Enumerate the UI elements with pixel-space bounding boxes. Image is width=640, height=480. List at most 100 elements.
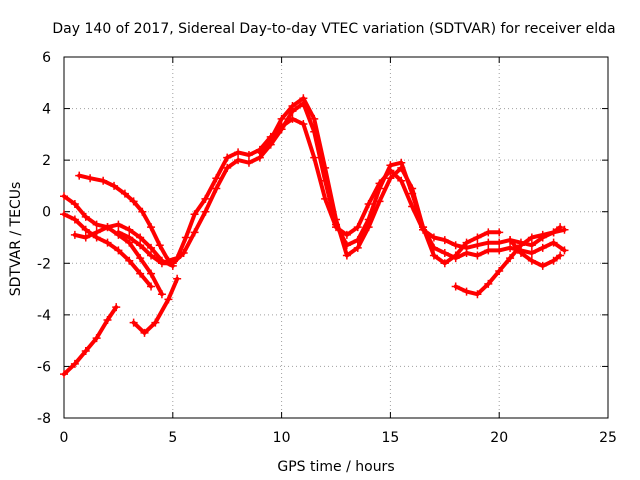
data-point-marker [60, 192, 68, 201]
y-tick-label: 4 [42, 102, 51, 118]
axis-ticks [63, 56, 609, 419]
data-point-marker [125, 233, 134, 242]
data-point-marker [375, 184, 384, 193]
data-point-marker [136, 254, 145, 263]
data-point-marker [429, 233, 438, 242]
data-point-marker [70, 359, 79, 368]
data-point-marker [114, 246, 123, 255]
data-point-marker [495, 246, 504, 255]
data-point-marker [277, 114, 286, 123]
data-point-marker [99, 176, 108, 185]
data-point-marker [321, 163, 330, 172]
data-point-marker [484, 279, 493, 288]
data-point-marker [527, 233, 536, 242]
data-point-marker [266, 135, 275, 144]
data-point-marker [451, 282, 460, 291]
data-point-marker [506, 236, 515, 245]
data-point-marker [136, 269, 145, 278]
data-point-marker [92, 334, 101, 343]
data-point-marker [440, 248, 449, 257]
data-point-marker [473, 233, 482, 242]
data-point-marker [81, 233, 90, 242]
data-point-marker [60, 370, 68, 379]
data-point-marker [451, 241, 460, 250]
y-tick-label: 2 [42, 153, 51, 169]
series-track-5 [72, 222, 175, 268]
data-point-marker [527, 248, 536, 257]
data-point-marker [342, 230, 351, 239]
data-point-marker [81, 346, 90, 355]
data-point-marker [451, 251, 460, 260]
data-point-marker [484, 238, 493, 247]
data-point-marker [440, 236, 449, 245]
data-point-marker [164, 295, 173, 304]
data-point-marker [484, 228, 493, 237]
data-point-marker [429, 251, 438, 260]
data-point-marker [288, 101, 297, 110]
data-point-marker [277, 125, 286, 134]
x-tick-label: 10 [273, 430, 291, 446]
data-point-marker [473, 290, 482, 299]
data-point-marker [556, 251, 565, 260]
data-point-marker [147, 282, 156, 291]
y-tick-labels: -8 -6 -4 -2 0 2 4 6 [37, 50, 51, 427]
data-point-marker [310, 153, 319, 162]
data-point-marker [151, 318, 160, 327]
data-point-marker [397, 176, 406, 185]
series-track-1 [62, 305, 119, 377]
data-point-marker [538, 243, 547, 252]
data-point-marker [110, 181, 119, 190]
data-point-marker [364, 199, 373, 208]
data-point-marker [168, 259, 177, 268]
data-series [60, 94, 569, 379]
data-point-marker [140, 328, 149, 337]
data-point-marker [506, 254, 515, 263]
data-point-marker [386, 174, 395, 183]
data-point-marker [364, 223, 373, 232]
data-point-marker [173, 274, 182, 283]
data-point-marker [70, 230, 79, 239]
data-point-marker [190, 228, 199, 237]
data-point-marker [125, 225, 134, 234]
data-point-marker [516, 248, 525, 257]
data-point-marker [299, 120, 308, 129]
data-point-marker [484, 246, 493, 255]
data-point-marker [81, 225, 90, 234]
data-point-marker [473, 241, 482, 250]
data-point-marker [353, 223, 362, 232]
data-point-marker [560, 246, 569, 255]
data-point-marker [212, 184, 221, 193]
data-point-marker [538, 261, 547, 270]
data-point-marker [147, 223, 156, 232]
data-point-marker [397, 163, 406, 172]
data-point-marker [506, 243, 515, 252]
data-point-marker [103, 223, 112, 232]
data-point-marker [244, 150, 253, 159]
data-point-marker [129, 197, 138, 206]
y-tick-label: -4 [37, 308, 51, 324]
data-point-marker [112, 303, 121, 312]
data-point-marker [234, 148, 243, 157]
y-tick-label: -6 [37, 359, 51, 375]
data-point-marker [181, 233, 190, 242]
chart-title: Day 140 of 2017, Sidereal Day-to-day VTE… [52, 21, 615, 37]
data-point-marker [549, 238, 558, 247]
data-point-marker [538, 230, 547, 239]
data-point-marker [129, 318, 138, 327]
data-point-marker [120, 189, 129, 198]
data-point-marker [136, 233, 145, 242]
data-point-marker [103, 316, 112, 325]
data-point-marker [299, 94, 308, 103]
data-point-marker [234, 156, 243, 165]
data-point-marker [157, 290, 166, 299]
data-point-marker [136, 241, 145, 250]
data-point-marker [212, 174, 221, 183]
y-tick-label: 6 [42, 50, 51, 66]
data-point-marker [462, 248, 471, 257]
data-point-marker [462, 287, 471, 296]
data-point-marker [556, 223, 565, 232]
data-point-marker [549, 256, 558, 265]
data-point-marker [332, 215, 340, 224]
data-point-marker [419, 223, 428, 232]
